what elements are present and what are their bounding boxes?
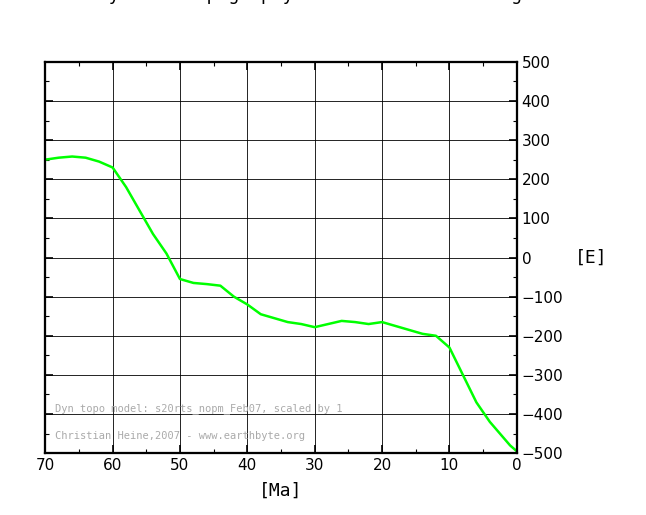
Text: Christian Heine,2007 - www.earthbyte.org: Christian Heine,2007 - www.earthbyte.org <box>55 432 305 441</box>
X-axis label: [Ma]: [Ma] <box>259 482 303 500</box>
Y-axis label: [E]: [E] <box>575 249 607 266</box>
Text: Cenozoic dynamic topography – AUS.BancanniaTrough: Cenozoic dynamic topography – AUS.Bancan… <box>0 0 533 4</box>
Text: Dyn topo model: s20rts_nopm_Feb07, scaled by 1: Dyn topo model: s20rts_nopm_Feb07, scale… <box>55 403 342 414</box>
